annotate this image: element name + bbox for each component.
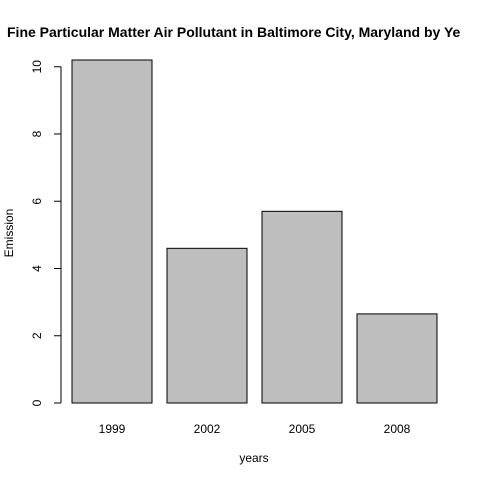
y-axis-label: Emission: [2, 209, 16, 258]
x-axis-label: years: [239, 451, 268, 465]
y-tick-label: 8: [30, 130, 44, 137]
bar-2002: [166, 247, 248, 404]
chart-title: Fine Particular Matter Air Pollutant in …: [7, 24, 461, 40]
bar-group: [71, 59, 438, 404]
bar-1999: [71, 59, 153, 404]
y-axis: 0 2 4 6 8 10: [30, 60, 62, 406]
x-tick-labels: 1999 2002 2005 2008: [99, 422, 411, 436]
x-tick-label-1999: 1999: [99, 422, 126, 436]
y-tick-label: 4: [30, 265, 44, 272]
y-tick-label: 6: [30, 198, 44, 205]
y-tick-label: 0: [30, 399, 44, 406]
x-tick-label-2005: 2005: [289, 422, 316, 436]
y-tick-label: 2: [30, 332, 44, 339]
y-tick-label: 10: [30, 60, 44, 74]
bar-2008: [356, 313, 438, 404]
x-tick-label-2002: 2002: [194, 422, 221, 436]
x-tick-label-2008: 2008: [384, 422, 411, 436]
bar-2005: [261, 210, 343, 404]
